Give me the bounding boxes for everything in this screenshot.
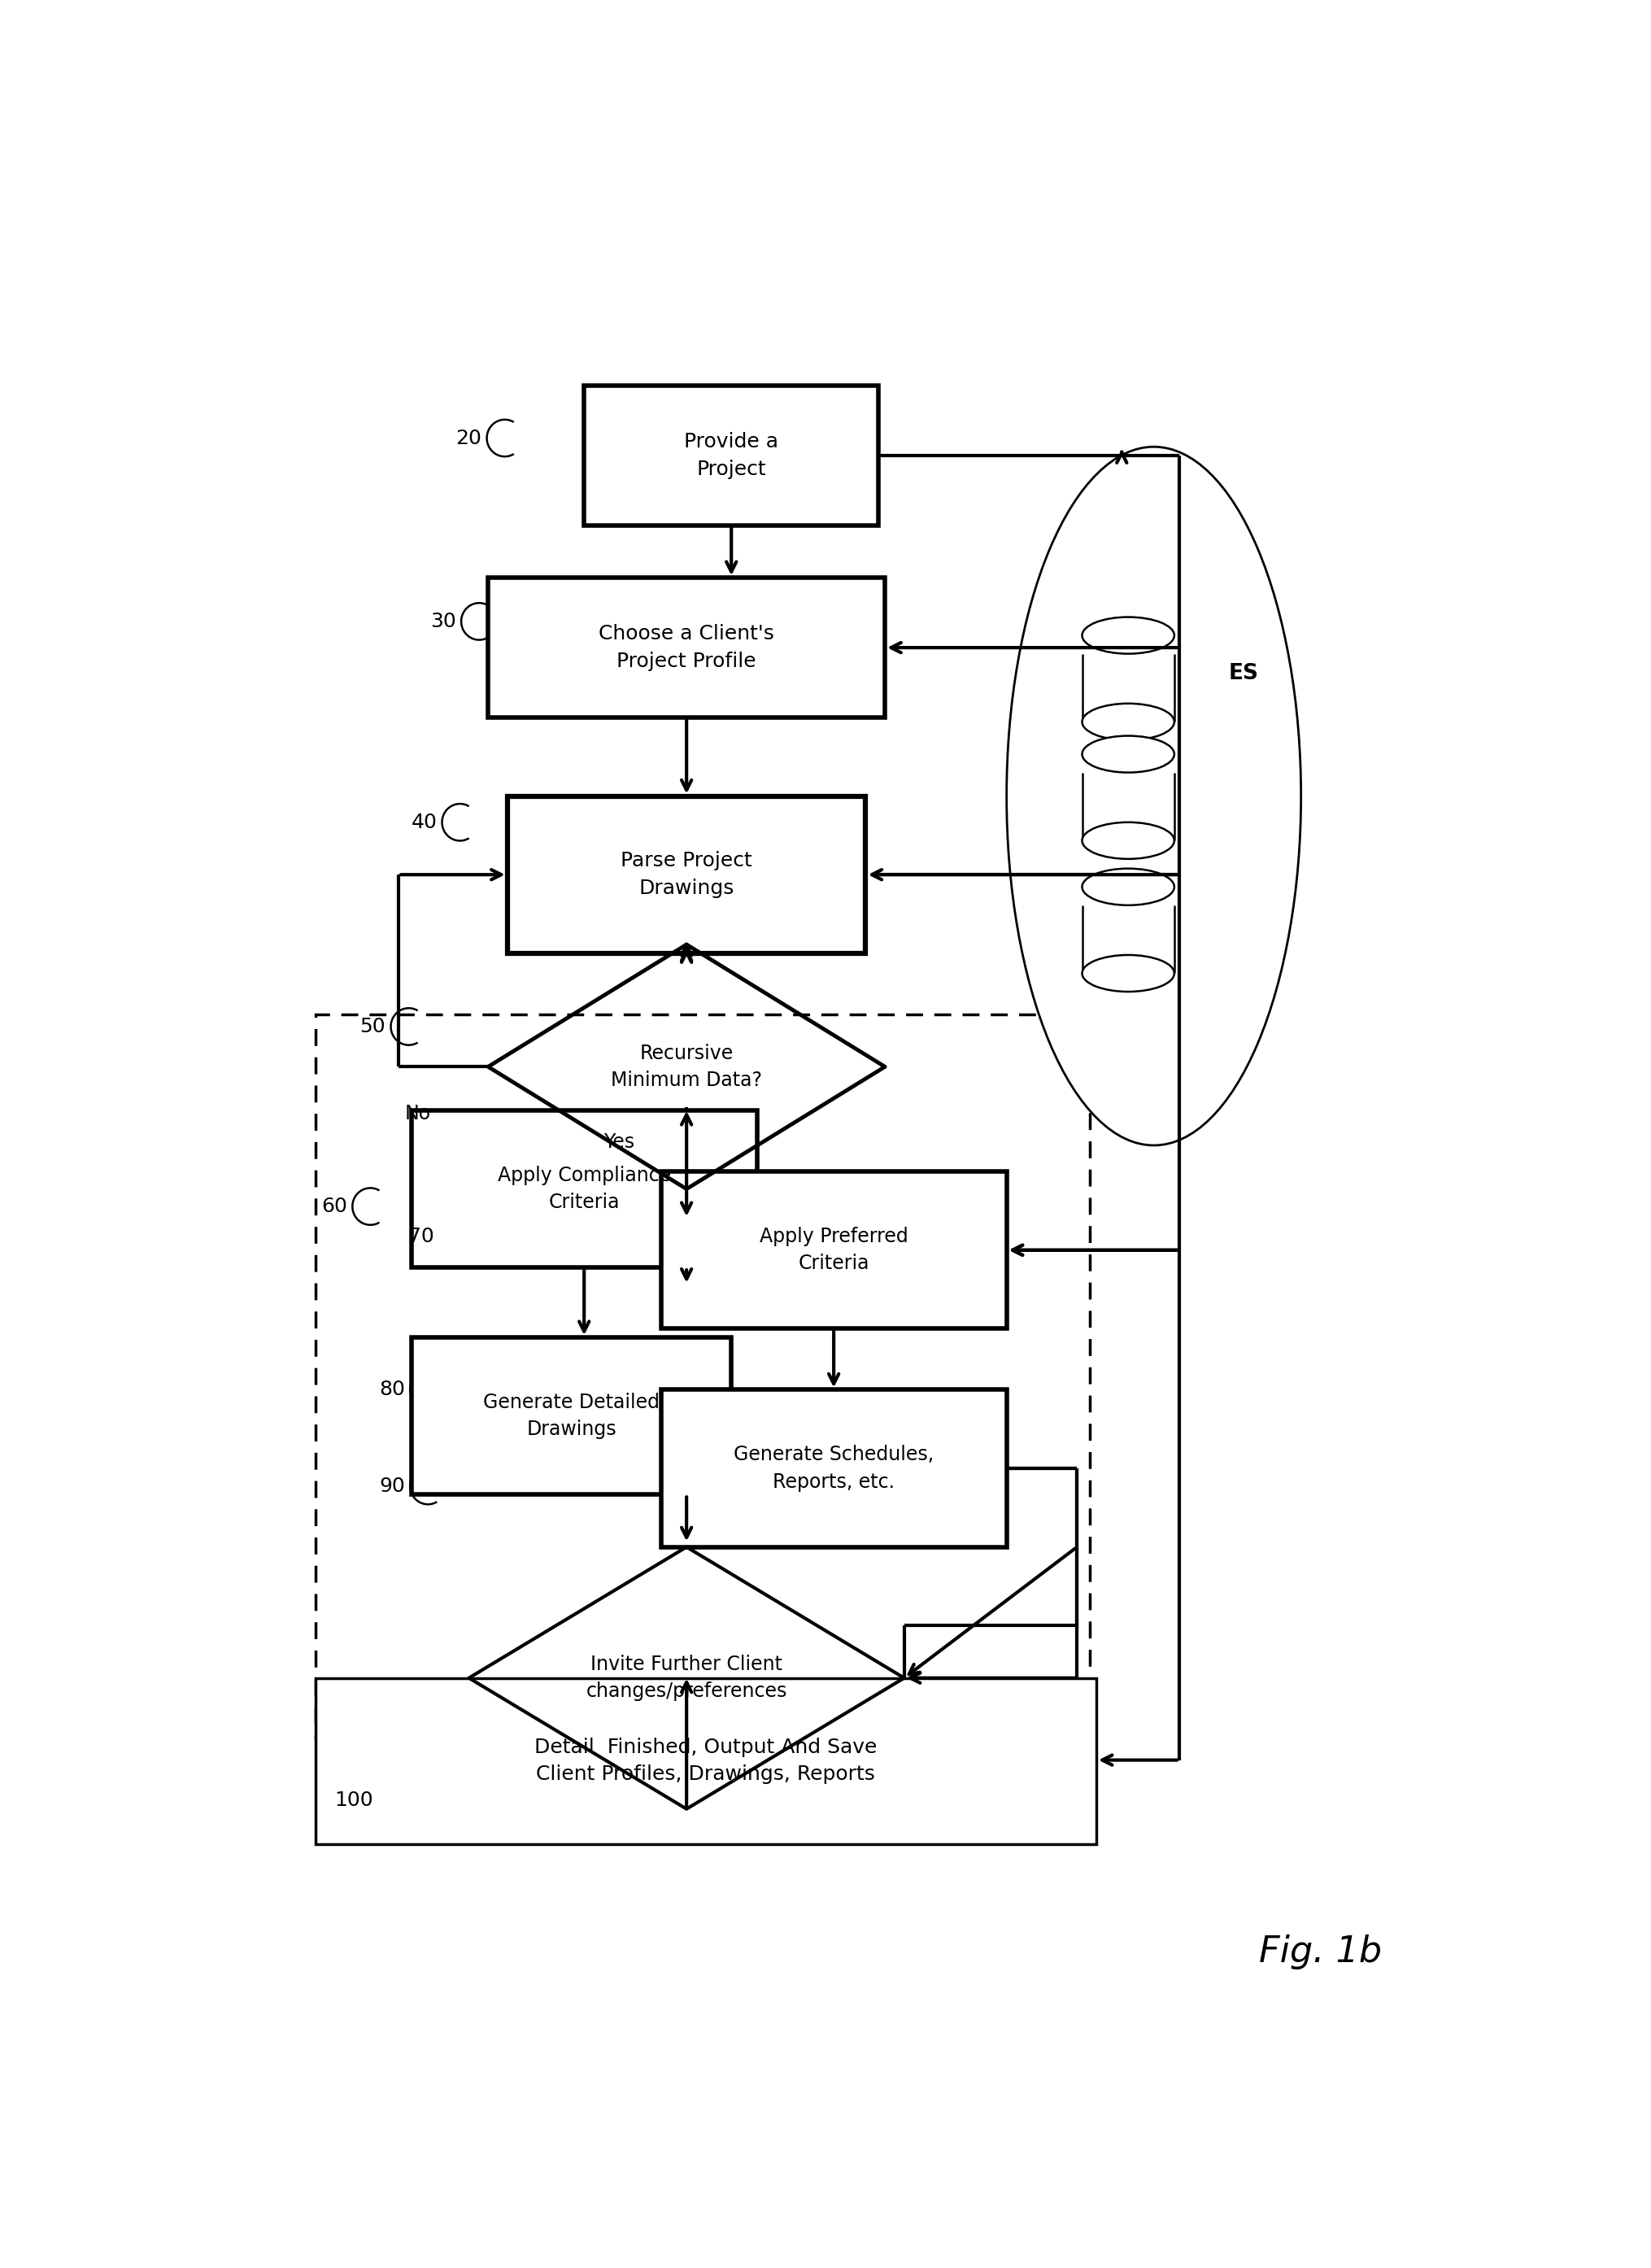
- Text: Provide a
Project: Provide a Project: [684, 433, 778, 479]
- Text: 80: 80: [378, 1379, 404, 1399]
- Text: 40: 40: [411, 812, 436, 832]
- Text: ES: ES: [1228, 662, 1258, 685]
- Text: Yes: Yes: [603, 1132, 634, 1152]
- Text: Parse Project
Drawings: Parse Project Drawings: [621, 850, 751, 898]
- Text: 50: 50: [360, 1016, 385, 1036]
- Text: Apply Compliance
Criteria: Apply Compliance Criteria: [497, 1166, 670, 1213]
- Ellipse shape: [1081, 617, 1174, 653]
- Ellipse shape: [1081, 869, 1174, 905]
- Text: Apply Preferred
Criteria: Apply Preferred Criteria: [759, 1227, 908, 1275]
- Bar: [660, 1173, 1005, 1329]
- Text: 90: 90: [378, 1476, 404, 1495]
- Ellipse shape: [1081, 735, 1174, 773]
- Ellipse shape: [1005, 447, 1301, 1145]
- Bar: [315, 1014, 1090, 1740]
- Text: 70: 70: [408, 1227, 434, 1245]
- Text: Fig. 1b: Fig. 1b: [1258, 1935, 1380, 1969]
- Ellipse shape: [1081, 955, 1174, 991]
- Bar: [411, 1111, 756, 1268]
- Bar: [315, 1678, 1096, 1844]
- Bar: [507, 796, 865, 953]
- Text: Generate Detailed
Drawings: Generate Detailed Drawings: [482, 1393, 659, 1440]
- Text: 20: 20: [456, 429, 482, 447]
- Text: 30: 30: [429, 612, 456, 631]
- Bar: [411, 1338, 731, 1495]
- Ellipse shape: [1081, 703, 1174, 739]
- Text: Detail  Finished, Output And Save
Client Profiles, Drawings, Reports: Detail Finished, Output And Save Client …: [535, 1737, 877, 1785]
- Text: No: No: [404, 1105, 431, 1123]
- Text: Choose a Client's
Project Profile: Choose a Client's Project Profile: [598, 624, 774, 671]
- Bar: [489, 578, 885, 717]
- Ellipse shape: [1081, 823, 1174, 860]
- Text: Recursive
Minimum Data?: Recursive Minimum Data?: [611, 1043, 761, 1091]
- Text: Generate Schedules,
Reports, etc.: Generate Schedules, Reports, etc.: [733, 1445, 933, 1492]
- Text: Invite Further Client
changes/preferences: Invite Further Client changes/preference…: [586, 1656, 788, 1701]
- Bar: [584, 386, 878, 526]
- Text: 60: 60: [322, 1198, 347, 1216]
- Bar: [660, 1390, 1005, 1547]
- Text: 100: 100: [334, 1789, 373, 1810]
